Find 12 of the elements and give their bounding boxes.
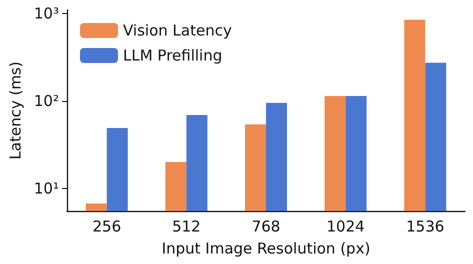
y-axis-title: Latency (ms) (6, 61, 24, 160)
x-tick-label: 1024 (326, 218, 365, 236)
x-axis-title: Input Image Resolution (px) (162, 240, 370, 258)
y-tick-label: 10¹ (34, 179, 59, 198)
x-tick-label: 1536 (406, 218, 444, 236)
x-tick-label: 512 (172, 218, 201, 236)
y-tick-label: 10² (34, 92, 59, 110)
x-tick-label: 256 (92, 218, 122, 236)
legend-label: LLM Prefilling (123, 46, 222, 64)
y-tick-label: 10³ (34, 4, 59, 23)
legend-label: Vision Latency (123, 22, 232, 40)
x-tick-label: 768 (252, 218, 280, 236)
